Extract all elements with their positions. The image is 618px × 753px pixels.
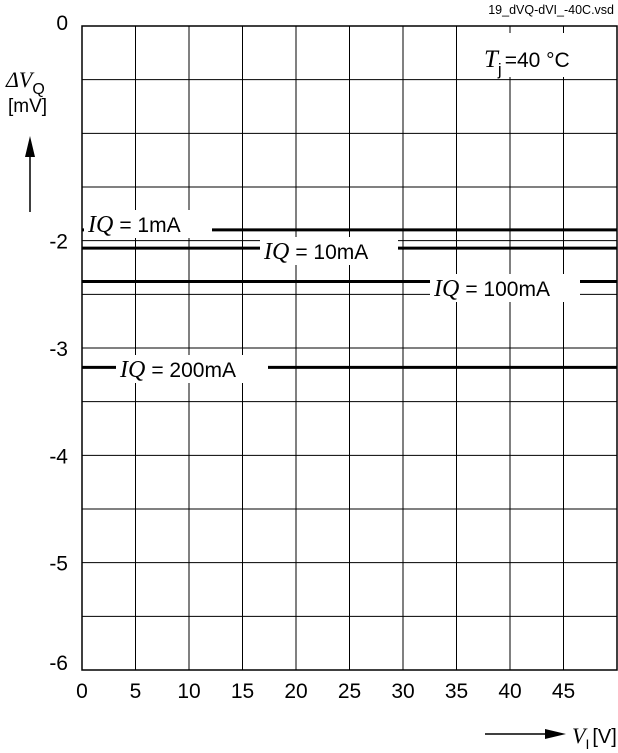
series-label-value: = 200mA bbox=[151, 359, 236, 382]
y-axis-arrow-icon bbox=[25, 136, 35, 157]
x-axis-symbol-text: VI [V] bbox=[572, 723, 617, 752]
series-label-value: = 1mA bbox=[119, 214, 180, 237]
x-tick-label: 20 bbox=[284, 680, 307, 703]
series-label-background bbox=[84, 210, 212, 238]
x-axis-label: VI [V] bbox=[485, 723, 617, 752]
x-tick-label: 15 bbox=[231, 680, 254, 703]
series-label-background bbox=[430, 274, 580, 302]
series-label-100mA: IQ = 100mA bbox=[433, 276, 550, 302]
series-label-10mA: IQ = 10mA bbox=[263, 239, 368, 265]
series-labels: IQ = 1mA IQ = 10mA IQ = 100mA IQ = 200mA bbox=[84, 210, 580, 383]
x-axis-unit: [V] bbox=[592, 726, 616, 748]
y-axis-label: ΔVQ [mV] bbox=[5, 67, 47, 212]
condition-subscript: j bbox=[497, 60, 502, 79]
series-label-200mA: IQ = 200mA bbox=[119, 357, 236, 383]
condition-box bbox=[470, 33, 598, 77]
x-tick-labels: 0 5 10 15 20 25 30 35 40 45 bbox=[76, 680, 575, 703]
y-tick-label: -5 bbox=[49, 553, 68, 576]
series-label-symbol: IQ bbox=[263, 239, 289, 265]
series-label-value: = 100mA bbox=[465, 278, 550, 301]
plot-frame bbox=[81, 25, 618, 671]
y-tick-label: -3 bbox=[49, 338, 68, 361]
x-tick-label: 0 bbox=[76, 680, 88, 703]
x-tick-label: 25 bbox=[338, 680, 361, 703]
condition-symbol: T bbox=[484, 46, 500, 73]
x-tick-label: 35 bbox=[445, 680, 468, 703]
x-tick-label: 45 bbox=[552, 680, 575, 703]
x-tick-label: 5 bbox=[130, 680, 142, 703]
y-tick-labels: 0 -2 -3 -4 -5 -6 bbox=[49, 12, 68, 675]
x-axis-subscript: I bbox=[585, 736, 589, 752]
filename-label: 19_dVQ-dVI_-40C.vsd bbox=[488, 3, 614, 17]
x-tick-label: 10 bbox=[177, 680, 200, 703]
y-axis-subscript: Q bbox=[32, 81, 44, 98]
y-tick-label: -6 bbox=[49, 652, 68, 675]
series-label-1mA: IQ = 1mA bbox=[87, 212, 181, 238]
x-axis-symbol: V bbox=[572, 723, 588, 748]
series-label-background bbox=[260, 237, 398, 265]
series-label-background bbox=[116, 355, 268, 383]
condition-text: =40 °C bbox=[505, 49, 570, 72]
series-label-symbol: IQ bbox=[87, 212, 113, 238]
series-label-symbol: IQ bbox=[433, 276, 459, 302]
x-tick-label: 30 bbox=[391, 680, 414, 703]
y-tick-label: -4 bbox=[49, 445, 68, 468]
x-axis-arrow-icon bbox=[545, 729, 566, 739]
y-axis-symbol: ΔV bbox=[5, 67, 35, 92]
y-axis-symbol-text: ΔVQ bbox=[5, 67, 45, 98]
y-tick-label: 0 bbox=[56, 12, 68, 35]
condition-label: Tj =40 °C bbox=[484, 46, 570, 79]
y-tick-label: -2 bbox=[49, 231, 68, 254]
y-axis-unit: [mV] bbox=[8, 96, 47, 117]
series-label-symbol: IQ bbox=[119, 357, 145, 383]
x-tick-label: 40 bbox=[498, 680, 521, 703]
series-label-value: = 10mA bbox=[295, 241, 368, 264]
